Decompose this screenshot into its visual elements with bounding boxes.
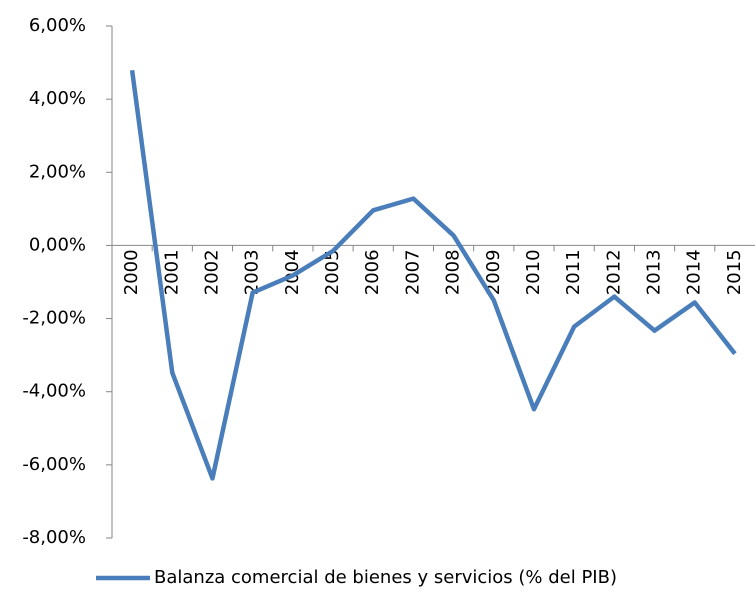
y-tick-label: 0,00% [29,234,86,255]
x-tick-label: 2009 [483,249,504,295]
x-tick-label: 2011 [563,249,584,295]
y-tick-label: -8,00% [22,527,86,548]
x-tick-label: 2007 [402,249,423,295]
x-tick-label: 2014 [684,249,705,295]
y-tick-label: -2,00% [22,308,86,329]
y-tick-label: -4,00% [22,381,86,402]
x-tick-label: 2005 [322,249,343,295]
legend-label: Balanza comercial de bienes y servicios … [154,567,617,588]
x-tick-label: 2008 [443,249,464,295]
x-tick-label: 2000 [121,249,142,295]
x-tick-label: 2003 [242,249,263,295]
y-tick-label: 2,00% [29,161,86,182]
y-tick-label: 6,00% [29,15,86,36]
x-tick-label: 2001 [161,249,182,295]
y-tick-label: 4,00% [29,88,86,109]
x-tick-label: 2012 [603,249,624,295]
x-tick-label: 2006 [362,249,383,295]
x-tick-label: 2013 [644,249,665,295]
series-line [129,69,737,481]
x-tick-label: 2010 [523,249,544,295]
x-tick-label: 2004 [282,249,303,295]
x-tick-label: 2002 [201,249,222,295]
x-tick-label: 2015 [724,249,745,295]
y-tick-label: -6,00% [22,454,86,475]
